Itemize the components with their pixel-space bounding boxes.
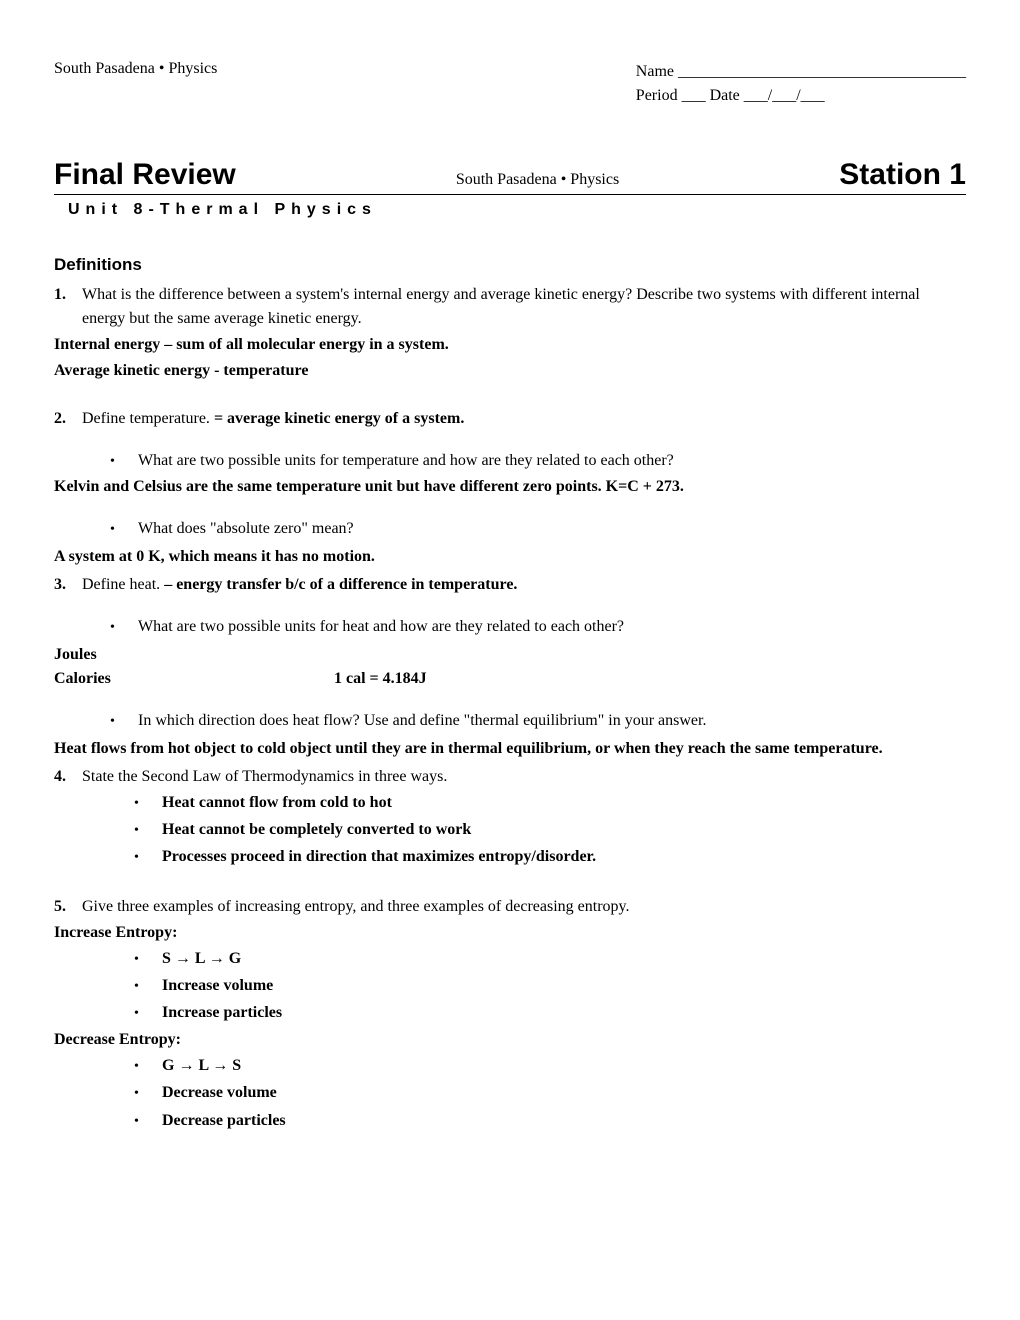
entropy-text: Decrease volume <box>162 1079 966 1106</box>
entropy-item: Decrease volume <box>134 1079 966 1106</box>
inline-answer: = average kinetic energy of a system. <box>214 410 464 427</box>
entropy-text: Decrease particles <box>162 1107 966 1134</box>
entropy-item: S → L → G <box>134 945 966 972</box>
question-text: Give three examples of increasing entrop… <box>82 895 966 919</box>
name-line: Name ___________________________________… <box>636 60 966 84</box>
title-row: Final Review South Pasadena • Physics St… <box>54 158 966 195</box>
period-date-line: Period ___ Date ___/___/___ <box>636 84 966 108</box>
bullet-icon <box>110 709 138 733</box>
question-number: 3. <box>54 573 82 597</box>
answer-line: A system at 0 K, which means it has no m… <box>54 545 966 569</box>
question-number: 4. <box>54 765 82 789</box>
bullet-icon <box>134 1079 162 1106</box>
sub-question: What does "absolute zero" mean? <box>110 517 966 541</box>
question-text: What is the difference between a system'… <box>82 283 966 331</box>
question-text: Define temperature. = average kinetic en… <box>82 407 966 431</box>
title-station: Station 1 <box>839 158 966 192</box>
entropy-text: S → L → G <box>162 945 966 972</box>
calories-row: Calories 1 cal = 4.184J <box>54 667 966 691</box>
sub-question: In which direction does heat flow? Use a… <box>110 709 966 733</box>
bullet-icon <box>134 972 162 999</box>
entropy-text: Increase particles <box>162 999 966 1026</box>
question-3: 3. Define heat. – energy transfer b/c of… <box>54 573 966 597</box>
law-text: Heat cannot be completely converted to w… <box>162 816 966 843</box>
law-item: Processes proceed in direction that maxi… <box>134 843 966 870</box>
sub-question-text: In which direction does heat flow? Use a… <box>138 709 966 733</box>
bullet-icon <box>134 789 162 816</box>
bullet-icon <box>134 945 162 972</box>
bullet-icon <box>134 843 162 870</box>
bullet-icon <box>110 615 138 639</box>
increase-entropy-label: Increase Entropy: <box>54 921 966 945</box>
entropy-item: G → L → S <box>134 1052 966 1079</box>
sub-question-text: What does "absolute zero" mean? <box>138 517 966 541</box>
question-number: 2. <box>54 407 82 431</box>
answer-line: Average kinetic energy - temperature <box>54 359 966 383</box>
page-header: South Pasadena • Physics Name __________… <box>54 60 966 108</box>
law-item: Heat cannot be completely converted to w… <box>134 816 966 843</box>
calories-label: Calories <box>54 667 334 691</box>
question-4: 4. State the Second Law of Thermodynamic… <box>54 765 966 789</box>
calories-equation: 1 cal = 4.184J <box>334 667 427 691</box>
answer-line: Joules <box>54 643 966 667</box>
question-number: 5. <box>54 895 82 919</box>
inline-answer: – energy transfer b/c of a difference in… <box>164 576 517 593</box>
question-2: 2. Define temperature. = average kinetic… <box>54 407 966 431</box>
bullet-icon <box>134 1052 162 1079</box>
unit-label: Unit 8-Thermal Physics <box>68 201 966 219</box>
bullet-icon <box>110 449 138 473</box>
bullet-icon <box>134 999 162 1026</box>
sub-question-text: What are two possible units for temperat… <box>138 449 966 473</box>
question-5: 5. Give three examples of increasing ent… <box>54 895 966 919</box>
question-1: 1. What is the difference between a syst… <box>54 283 966 331</box>
bullet-icon <box>134 1107 162 1134</box>
entropy-item: Increase particles <box>134 999 966 1026</box>
name-date-block: Name ___________________________________… <box>636 60 966 108</box>
title-main: Final Review <box>54 158 236 192</box>
entropy-item: Increase volume <box>134 972 966 999</box>
answer-line: Heat flows from hot object to cold objec… <box>54 737 966 761</box>
question-number: 1. <box>54 283 82 331</box>
question-text: Define heat. – energy transfer b/c of a … <box>82 573 966 597</box>
title-sub: South Pasadena • Physics <box>456 171 619 189</box>
entropy-item: Decrease particles <box>134 1107 966 1134</box>
question-stem: Define heat. <box>82 576 164 593</box>
section-heading: Definitions <box>54 255 966 275</box>
decrease-entropy-label: Decrease Entropy: <box>54 1028 966 1052</box>
law-text: Processes proceed in direction that maxi… <box>162 843 966 870</box>
bullet-icon <box>134 816 162 843</box>
sub-question: What are two possible units for temperat… <box>110 449 966 473</box>
sub-question-text: What are two possible units for heat and… <box>138 615 966 639</box>
question-stem: Define temperature. <box>82 410 210 427</box>
school-course: South Pasadena • Physics <box>54 60 217 108</box>
bullet-icon <box>110 517 138 541</box>
law-text: Heat cannot flow from cold to hot <box>162 789 966 816</box>
entropy-text: Increase volume <box>162 972 966 999</box>
answer-line: Internal energy – sum of all molecular e… <box>54 333 966 357</box>
law-item: Heat cannot flow from cold to hot <box>134 789 966 816</box>
answer-line: Kelvin and Celsius are the same temperat… <box>54 475 966 499</box>
sub-question: What are two possible units for heat and… <box>110 615 966 639</box>
question-text: State the Second Law of Thermodynamics i… <box>82 765 966 789</box>
entropy-text: G → L → S <box>162 1052 966 1079</box>
